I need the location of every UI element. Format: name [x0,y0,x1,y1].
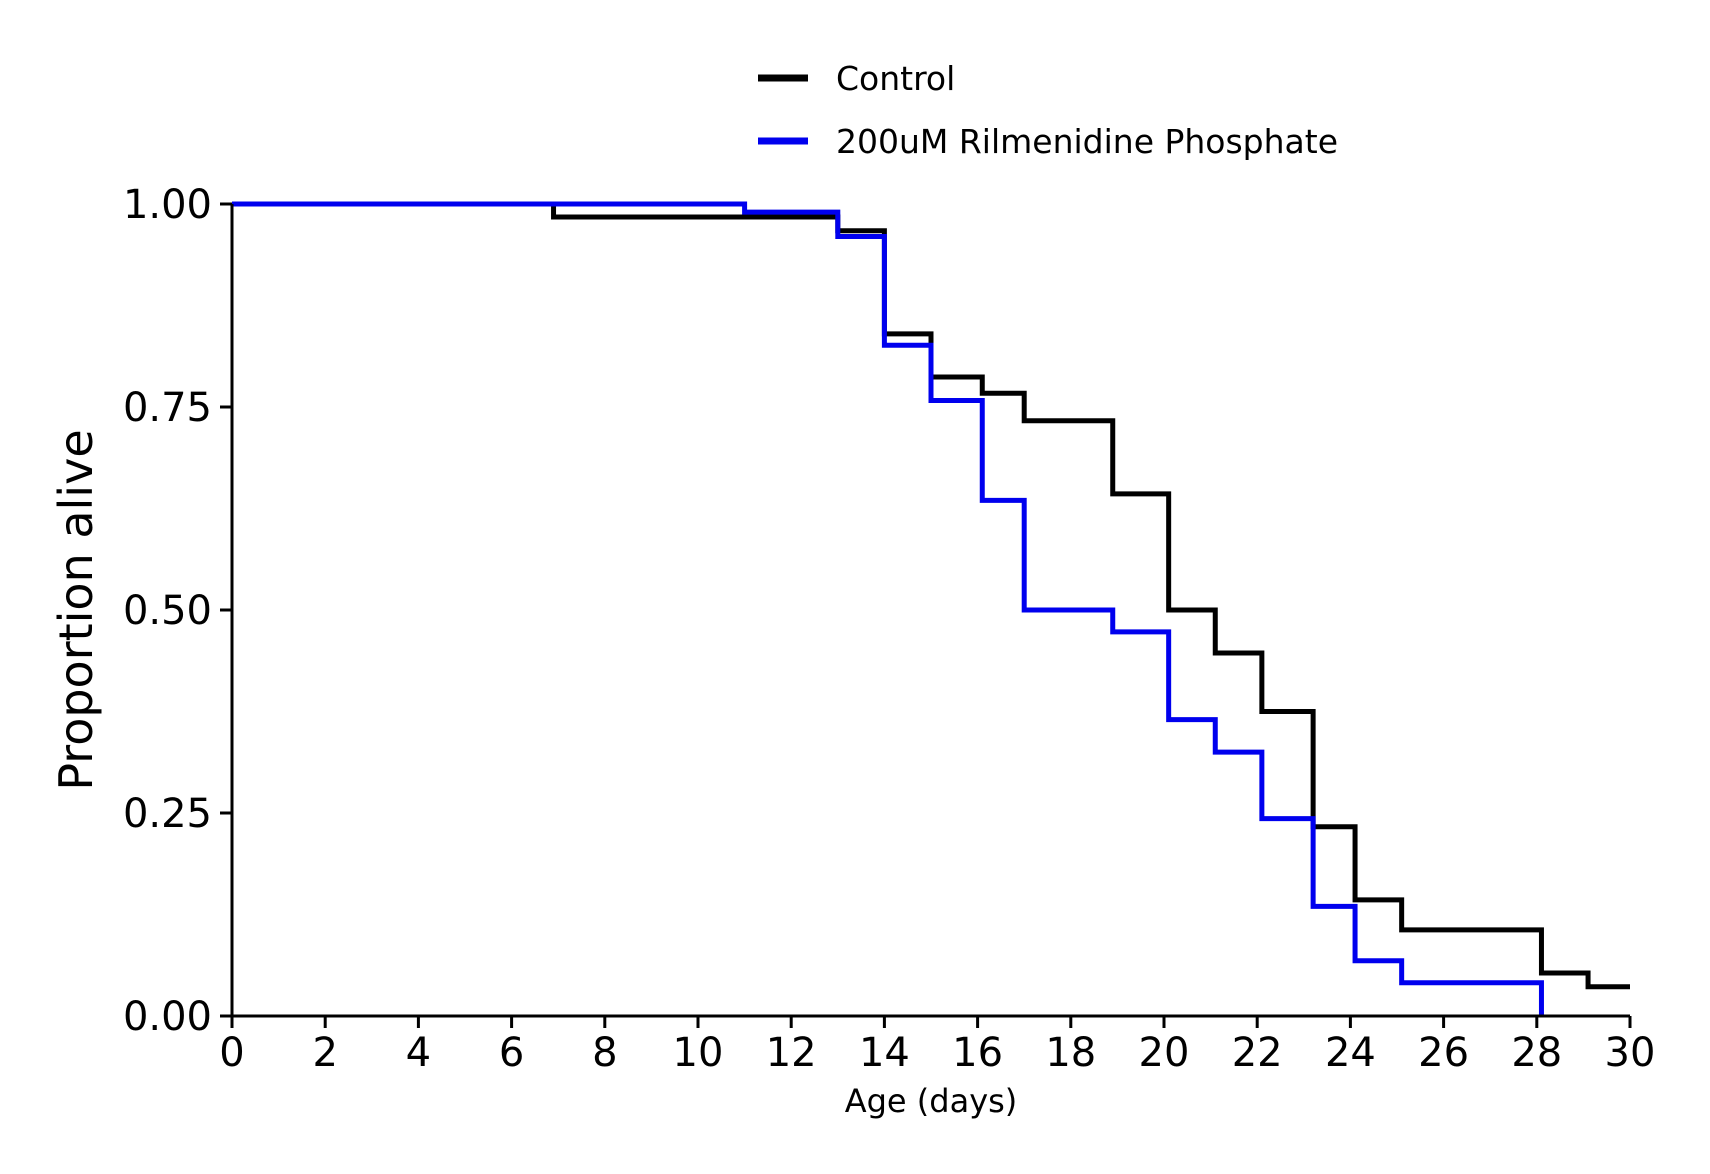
axes-layer [230,204,1630,1018]
y-tick-label: 1.00 [123,182,212,228]
series-line-rilmenidine [232,201,1544,1016]
x-tick-label: 10 [673,1030,724,1076]
ticks-layer: 0 2 4 6 8 10 12 14 16 18 20 22 24 26 28 300.000.250.500… [123,182,1656,1076]
x-tick-label: 24 [1325,1030,1376,1076]
x-tick-label: 22 [1232,1030,1283,1076]
y-tick-label: 0.25 [123,791,212,837]
x-axis-label: Age (days) [845,1082,1018,1120]
x-tick-label: 8 [592,1030,617,1076]
x-tick-label: 0 [219,1030,244,1076]
y-tick-label: 0.50 [123,588,212,634]
y-tick-label: 0.00 [123,994,212,1040]
x-tick-label: 20 [1139,1030,1190,1076]
y-axis-label: Proportion alive [49,429,103,790]
x-tick-label: 6 [499,1030,524,1076]
legend: Control 200uM Rilmenidine Phosphate [758,59,1338,161]
x-tick-label: 2 [312,1030,337,1076]
legend-label-control: Control [836,59,955,98]
x-tick-label: 28 [1511,1030,1562,1076]
x-tick-label: 14 [859,1030,910,1076]
x-tick-label: 30 [1605,1030,1656,1076]
x-tick-label: 12 [766,1030,817,1076]
x-tick-label: 26 [1418,1030,1469,1076]
series-layer [232,201,1630,1016]
legend-label-rilmenidine: 200uM Rilmenidine Phosphate [836,122,1338,161]
x-tick-label: 16 [952,1030,1003,1076]
y-tick-label: 0.75 [123,385,212,431]
x-tick-label: 18 [1045,1030,1096,1076]
x-tick-label: 4 [406,1030,431,1076]
series-line-control [232,201,1630,990]
